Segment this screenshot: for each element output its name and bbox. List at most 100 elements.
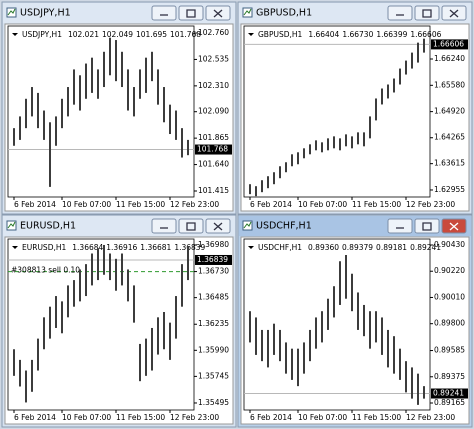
y-tick-label: 0.90430 [434, 240, 465, 249]
x-tick-label: 12 Feb 23:00 [170, 200, 219, 209]
chart-area [4, 236, 234, 425]
y-tick-label: 101.865 [198, 133, 229, 142]
y-tick-label: 102.760 [198, 28, 229, 37]
last-price-box [195, 254, 232, 265]
last-price-box [195, 144, 232, 155]
ohlc-value: 101.695 [136, 30, 167, 39]
ohlc-value: 1.36916 [106, 243, 137, 252]
y-tick-label: 0.89800 [434, 319, 465, 328]
y-tick-label: 0.89165 [434, 398, 465, 407]
window-title: EURUSD,H1 [20, 221, 76, 232]
minimize-button[interactable] [151, 5, 177, 21]
y-tick-label: 1.64265 [434, 133, 465, 142]
ohlc-value: 1.66606 [410, 30, 441, 39]
ohlc-value: 0.89360 [308, 243, 339, 252]
ohlc-value: 0.89379 [342, 243, 373, 252]
header-arrow [12, 246, 18, 249]
header-arrow [248, 246, 254, 249]
x-tick-label: 6 Feb 2014 [250, 200, 292, 209]
window-icon [243, 8, 252, 16]
y-tick-label: 1.62955 [434, 185, 465, 194]
minimize-button[interactable] [387, 5, 413, 21]
ohlc-value: 1.36839 [174, 243, 205, 252]
close-button-glyph [213, 222, 223, 231]
x-tick-label: 12 Feb 23:00 [406, 413, 455, 422]
y-tick-label: 1.36980 [198, 240, 229, 249]
last-price-box [431, 388, 468, 399]
x-tick-label: 11 Feb 15:00 [116, 200, 165, 209]
title-bar [239, 3, 471, 23]
y-tick-label: 1.36730 [198, 267, 229, 276]
window-icon [6, 220, 17, 231]
window-title: USDJPY,H1 [20, 8, 71, 19]
ohlc-value: 0.89181 [376, 243, 407, 252]
maximize-button[interactable] [178, 218, 204, 234]
x-tick-label: 6 Feb 2014 [250, 413, 292, 422]
maximize-button-glyph [422, 222, 432, 231]
chart-symbol: USDJPY,H1 [22, 30, 62, 39]
y-tick-label: 1.65580 [434, 80, 465, 89]
chart-symbol: GBPUSD,H1 [258, 30, 303, 39]
title-bar [3, 216, 235, 236]
x-tick-label: 6 Feb 2014 [14, 413, 56, 422]
maximize-button[interactable] [414, 5, 440, 21]
y-tick-label: 0.90220 [434, 266, 465, 275]
y-tick-label: 1.64920 [434, 107, 465, 116]
x-tick-label: 11 Feb 15:00 [352, 413, 401, 422]
last-price-label: 0.89241 [433, 389, 464, 398]
maximize-button[interactable] [178, 5, 204, 21]
window-icon [7, 221, 16, 229]
window-icon [242, 7, 253, 18]
ohlc-value: 1.36681 [140, 243, 171, 252]
x-tick-label: 10 Feb 07:00 [62, 200, 111, 209]
ohlc-value: 102.049 [102, 30, 133, 39]
y-tick-label: 101.640 [198, 160, 229, 169]
y-tick-label: 1.35745 [198, 371, 229, 380]
y-tick-label: 0.90010 [434, 292, 465, 301]
chart-area [240, 23, 470, 212]
ohlc-value: 1.36684 [72, 243, 103, 252]
ohlc-value: 1.66399 [376, 30, 407, 39]
x-tick-label: 10 Feb 07:00 [298, 200, 347, 209]
y-tick-label: 101.415 [198, 186, 229, 195]
x-tick-label: 12 Feb 23:00 [406, 200, 455, 209]
chart-area [4, 23, 234, 212]
window-icon [243, 221, 252, 229]
ohlc-value: 0.89241 [410, 243, 441, 252]
y-tick-label: 1.63615 [434, 159, 465, 168]
y-tick-label: 1.36235 [198, 319, 229, 328]
maximize-button-glyph [186, 222, 196, 231]
ohlc-value: 101.768 [170, 30, 201, 39]
x-tick-label: 6 Feb 2014 [14, 200, 56, 209]
y-tick-label: 1.35495 [198, 398, 229, 407]
ohlc-value: 102.021 [68, 30, 99, 39]
y-tick-label: 1.35990 [198, 345, 229, 354]
maximize-button-glyph [186, 9, 196, 18]
y-tick-label: 0.89585 [434, 346, 465, 355]
minimize-button[interactable] [151, 218, 177, 234]
x-tick-label: 11 Feb 15:00 [352, 200, 401, 209]
minimize-button[interactable] [387, 218, 413, 234]
chart-symbol: EURUSD,H1 [22, 243, 66, 252]
ohlc-value: 1.66404 [308, 30, 339, 39]
x-tick-label: 10 Feb 07:00 [62, 413, 111, 422]
y-tick-label: 0.89375 [434, 372, 465, 381]
close-button-glyph [213, 9, 223, 18]
y-tick-label: 102.310 [198, 81, 229, 90]
y-tick-label: 1.36485 [198, 293, 229, 302]
title-bar [239, 216, 471, 236]
close-button-glyph [449, 9, 459, 18]
y-tick-label: 102.090 [198, 107, 229, 116]
x-tick-label: 11 Feb 15:00 [116, 413, 165, 422]
window-title: GBPUSD,H1 [256, 8, 312, 19]
x-tick-label: 10 Feb 07:00 [298, 413, 347, 422]
y-tick-label: 1.66240 [434, 54, 465, 63]
y-tick-label: 102.535 [198, 54, 229, 63]
maximize-button-glyph [422, 9, 432, 18]
x-tick-label: 12 Feb 23:00 [170, 413, 219, 422]
last-price-label: 1.66606 [433, 39, 464, 48]
maximize-button[interactable] [414, 218, 440, 234]
window-icon [7, 8, 16, 16]
last-price-box [431, 39, 468, 50]
